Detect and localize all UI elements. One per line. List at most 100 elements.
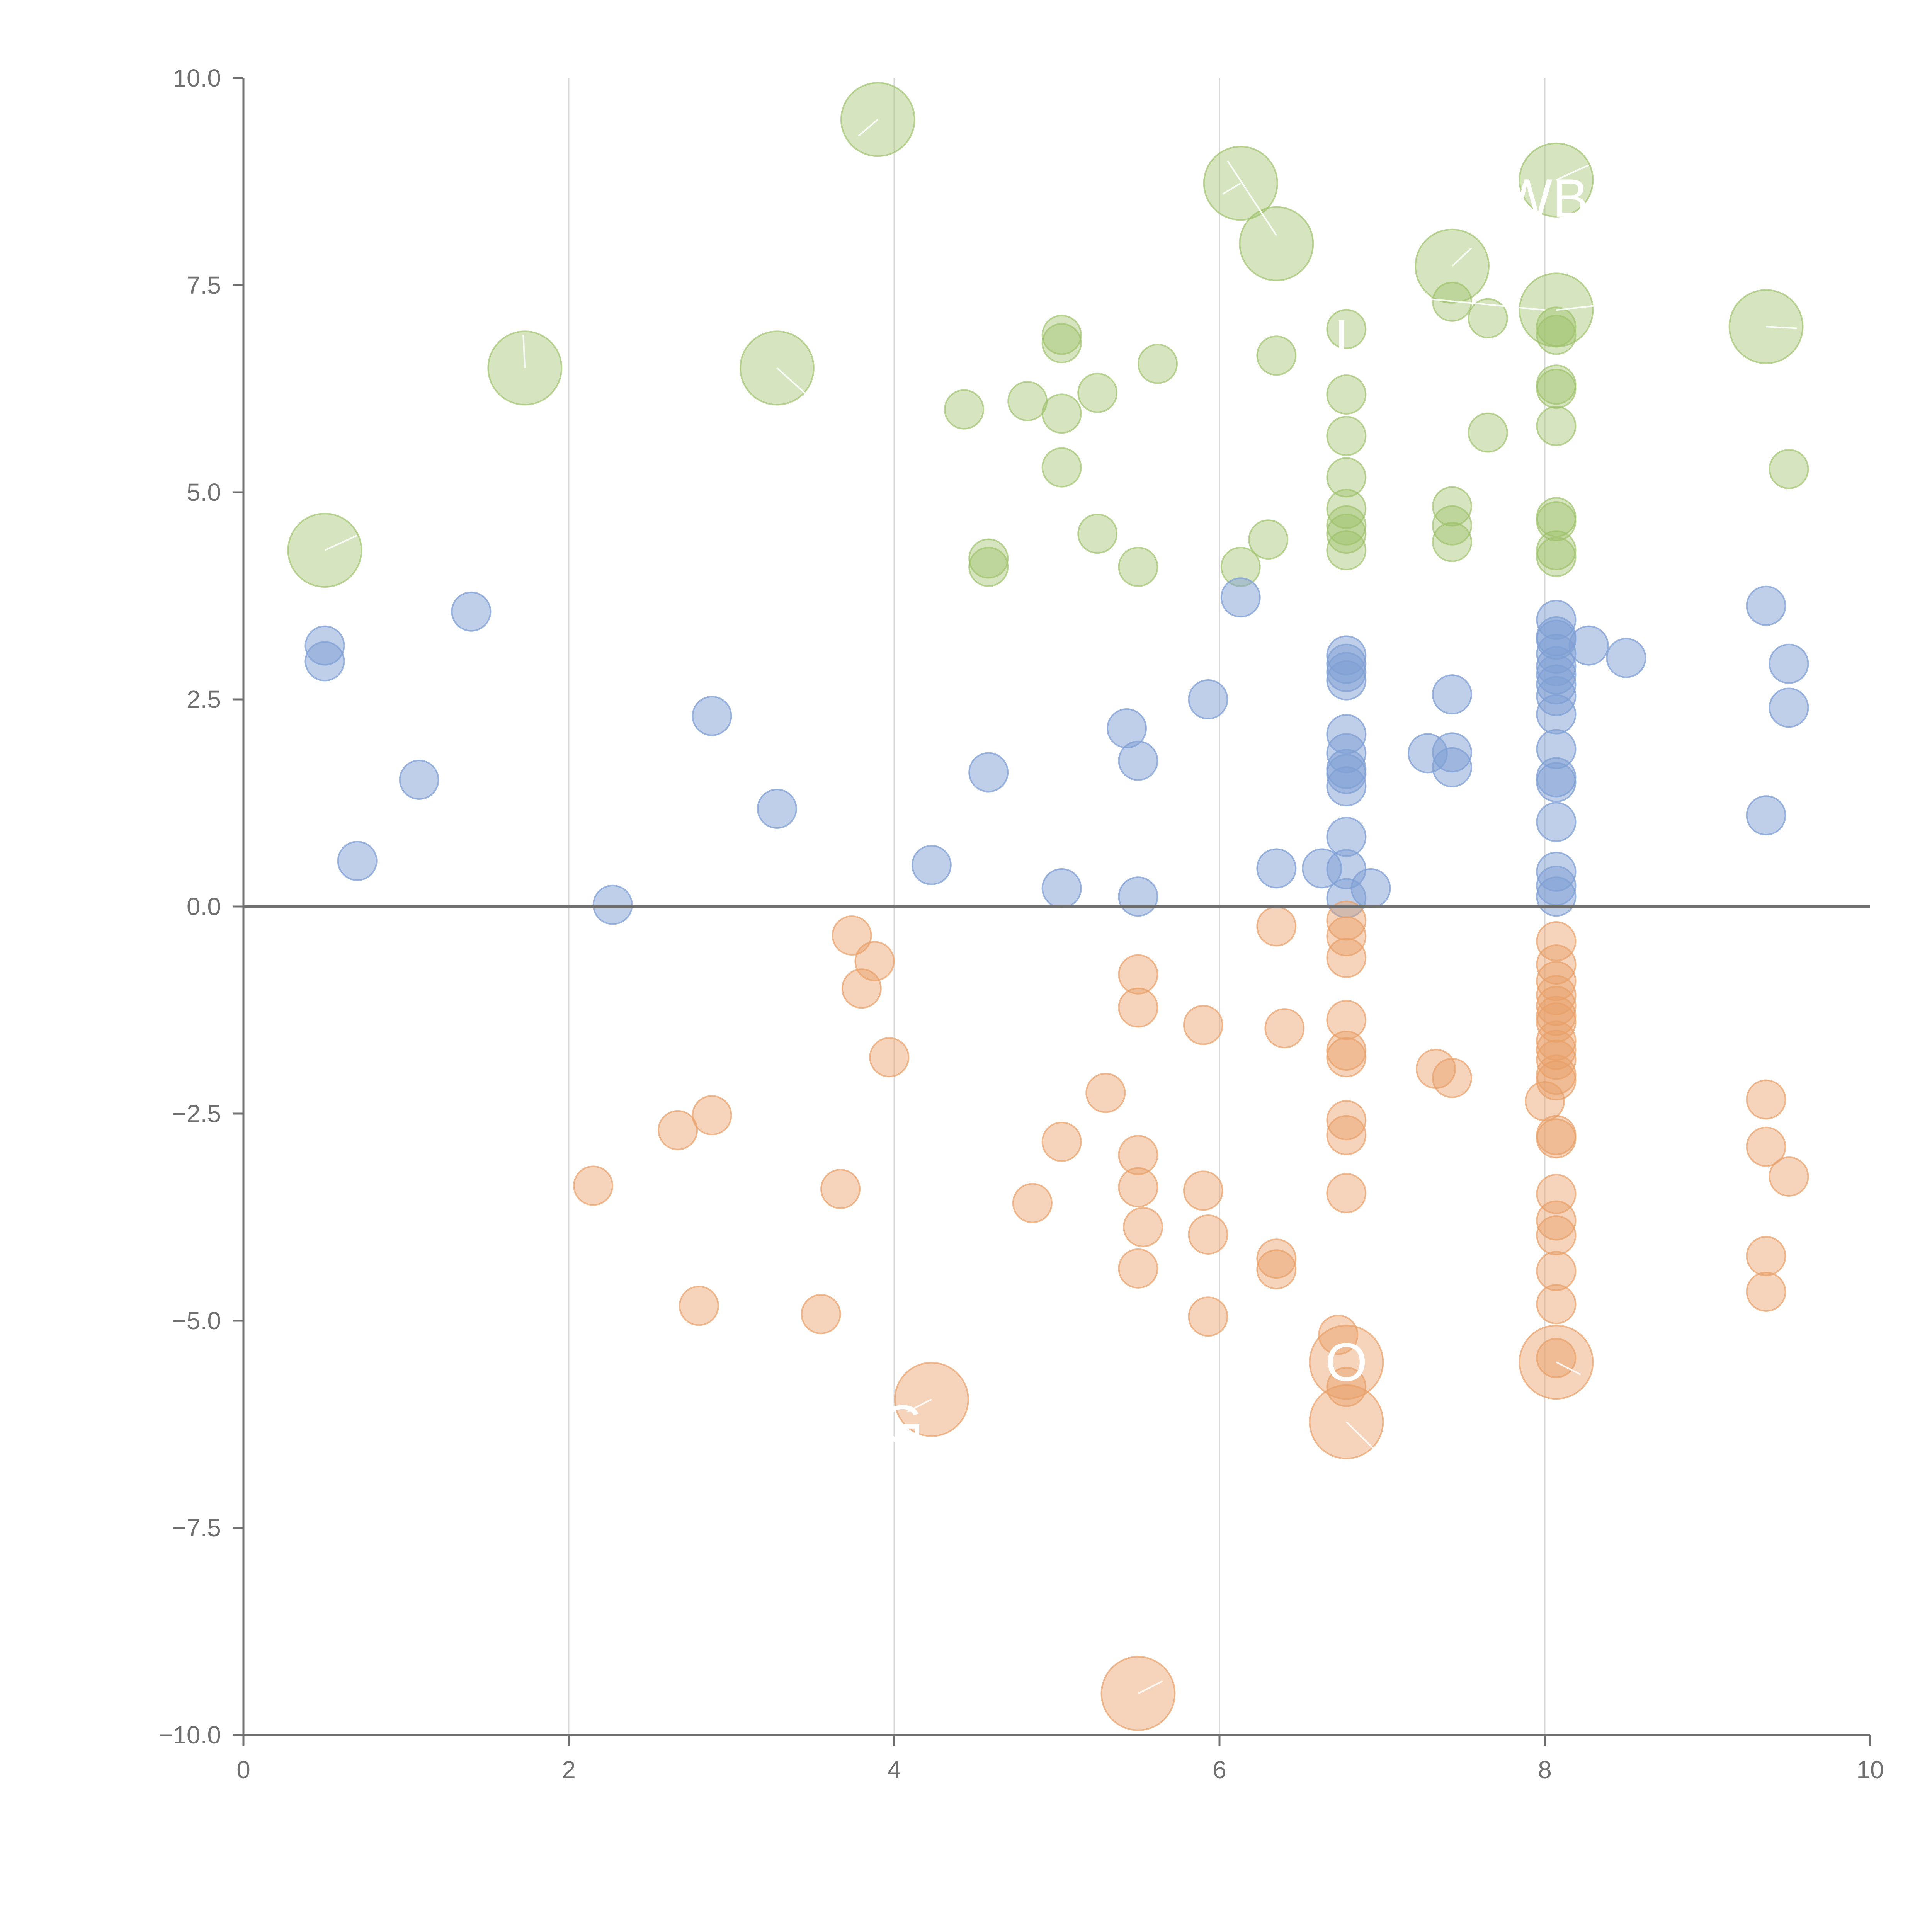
data-point [1326,309,1367,349]
bubble-annotation: WB [1501,168,1588,228]
axes: 0 2 4 6 8 10 10.0 7.5 5.0 2.5 0.0 −2.5 −5.0 −7.5 −10.0 [158,64,1884,1784]
label-leader-line [1345,1421,1375,1450]
data-point [968,538,1009,579]
data-point [1264,1008,1305,1049]
data-point [1326,1000,1367,1040]
data-point [399,759,439,800]
data-point [1432,674,1473,715]
y-tick-label: −5.0 [172,1307,221,1335]
data-point [679,1286,719,1326]
y-tick-label: −2.5 [172,1100,221,1128]
data-point [1239,206,1314,281]
data-point [1326,514,1367,554]
data-point [1536,1251,1577,1291]
data-point [337,841,378,881]
data-point [1188,1214,1228,1255]
data-point [692,696,732,736]
data-point [1318,1315,1359,1355]
data-point [1468,298,1508,338]
label-leader-line [1227,160,1277,236]
data-point [1041,447,1082,488]
label-leader-line [1138,1680,1163,1694]
data-point [1432,1058,1473,1098]
data-point [1746,795,1786,836]
data-point [304,641,345,682]
data-point [1118,876,1158,917]
data-point [1220,577,1261,618]
data-point [1326,660,1367,701]
data-point [1077,372,1118,413]
data-point [1536,762,1577,803]
data-point [1536,306,1577,347]
data-point [968,752,1009,793]
data-point [832,915,872,956]
label-leader-line [1415,297,1545,311]
data-point [1326,505,1367,546]
data-point [451,591,492,632]
data-point [1536,986,1577,1026]
data-point [1041,323,1082,364]
data-point [911,845,952,885]
label-leader-line [1222,182,1241,195]
y-tick-label: 10.0 [173,64,221,92]
data-point [1256,1249,1297,1290]
data-point [1256,335,1297,376]
y-tick-label: 0.0 [187,893,221,920]
data-point [1256,906,1297,947]
data-point [1041,393,1082,434]
data-point [1536,1200,1577,1241]
bubble-annotation: G [881,1394,923,1454]
data-point [1468,412,1508,453]
bubble-annotation: I [1334,308,1349,369]
data-point [1536,1029,1577,1070]
data-point [1536,315,1577,355]
y-tick-label: 2.5 [187,685,221,713]
data-point [1432,747,1473,787]
data-point [1432,522,1473,562]
data-point [1012,1183,1053,1223]
data-point [1536,1215,1577,1256]
data-point [1118,1135,1158,1175]
data-point [1188,1296,1228,1337]
y-tick-label: 7.5 [187,271,221,299]
data-point [1536,694,1577,735]
data-point [757,789,797,829]
data-point [739,330,815,406]
data-point [1326,457,1367,498]
data-point [1326,488,1367,529]
data-point [820,1169,861,1209]
x-tick-label: 8 [1538,1756,1552,1784]
data-point [1769,449,1809,489]
y-tick-label: −10.0 [158,1721,221,1749]
data-point [1326,937,1367,978]
data-point [1536,802,1577,842]
label-leader-line [522,335,526,368]
data-point [1746,1236,1786,1276]
data-point [1536,1002,1577,1043]
data-point [841,968,882,1009]
data-point [1123,1207,1163,1247]
data-point [1536,921,1577,962]
data-point [968,546,1009,587]
label-leader-line [324,534,358,551]
data-point [1326,530,1367,571]
x-tick-label: 10 [1856,1756,1884,1784]
data-point [1536,406,1577,446]
data-point [1118,740,1158,781]
y-tick-label: 5.0 [187,478,221,506]
data-point [1183,1005,1223,1045]
data-point [1041,868,1082,908]
data-point [1041,1121,1082,1162]
data-point [1536,1060,1577,1101]
data-point [1769,687,1809,728]
x-tick-label: 6 [1213,1756,1226,1784]
data-point [1350,868,1391,908]
data-point [1536,961,1577,1001]
x-tick-label: 0 [236,1756,250,1784]
data-point [1007,381,1048,422]
data-point [1432,505,1473,546]
data-point [1326,900,1367,941]
data-point [1746,1271,1786,1312]
data-point [1326,916,1367,957]
